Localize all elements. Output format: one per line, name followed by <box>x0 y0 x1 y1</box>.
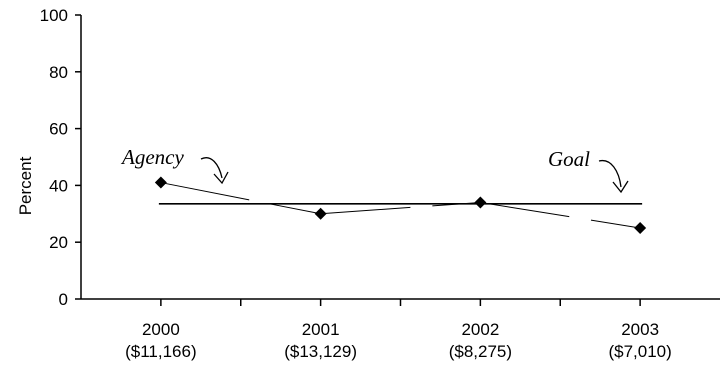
x-tick-sublabel: ($8,275) <box>449 342 512 361</box>
agency-line-segment <box>160 182 321 215</box>
y-axis-title: Percent <box>16 156 35 215</box>
annotation-arrow <box>200 157 223 179</box>
y-tick-label: 100 <box>40 6 68 25</box>
agency-marker <box>634 222 647 234</box>
y-tick-label: 80 <box>49 63 68 82</box>
x-tick-label: 2000 <box>142 320 180 339</box>
agency-marker <box>474 196 487 209</box>
y-tick-label: 60 <box>49 120 68 139</box>
agency-marker <box>314 207 327 220</box>
agency-line-segment <box>480 201 641 229</box>
annotation-arrow <box>598 159 622 188</box>
y-axis: 0 20 40 60 80 100 <box>40 6 82 309</box>
x-tick-label: 2003 <box>621 320 659 339</box>
x-axis: 2000 ($11,166) 2001 ($13,129) 2002 ($8,275) 20… <box>81 298 720 361</box>
y-tick-label: 40 <box>49 176 68 195</box>
agency-line-segment <box>320 201 481 215</box>
annotation-goal: Goal <box>548 147 590 171</box>
x-tick-label: 2001 <box>302 320 340 339</box>
x-tick-sublabel: ($13,129) <box>284 342 357 361</box>
agency-marker <box>154 176 167 189</box>
arrowhead <box>612 180 629 194</box>
agency-series <box>154 176 647 234</box>
arrowhead <box>213 171 229 185</box>
x-tick-sublabel: ($7,010) <box>608 342 671 361</box>
y-tick-label: 20 <box>49 233 68 252</box>
y-tick-label: 0 <box>59 290 68 309</box>
annotations: Agency Goal <box>120 145 629 194</box>
annotation-agency: Agency <box>120 145 184 169</box>
x-tick-sublabel: ($11,166) <box>125 342 197 361</box>
x-tick-label: 2002 <box>461 320 499 339</box>
